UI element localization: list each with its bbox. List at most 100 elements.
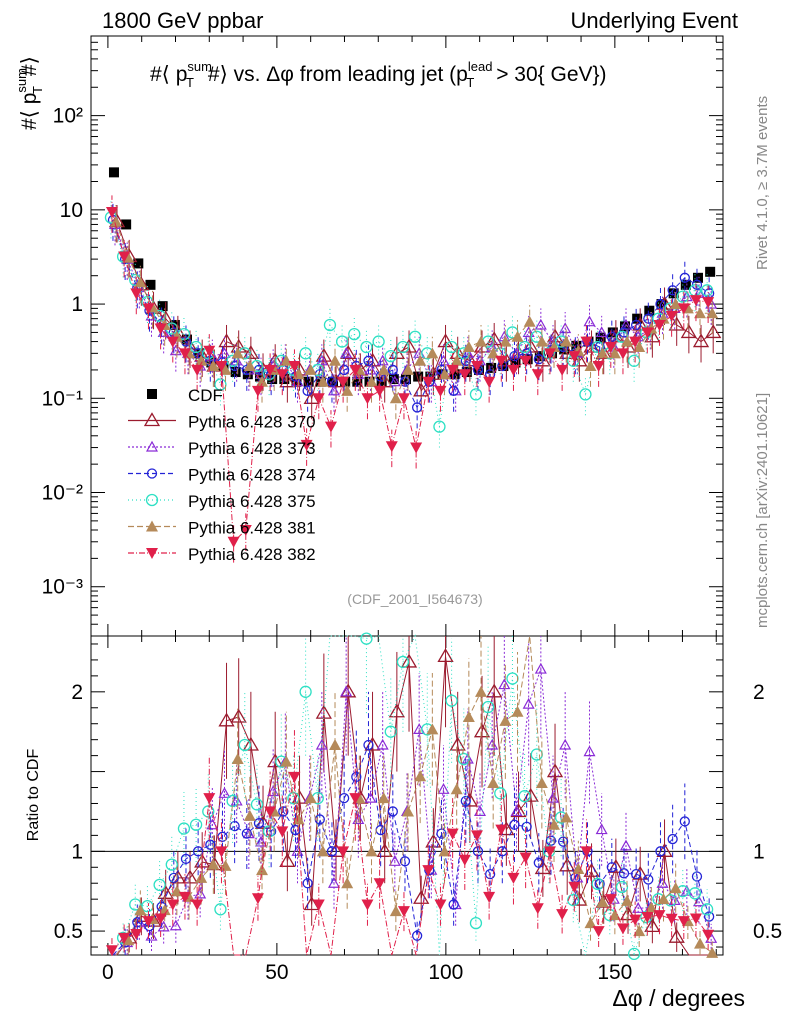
- ratio-point-381-27: [438, 845, 451, 857]
- point-375-18: [323, 318, 337, 332]
- ratio-point-370-43: [632, 865, 649, 880]
- point-381-41: [608, 347, 621, 359]
- point-382-11: [239, 525, 252, 537]
- title-part-a-sup: sum: [187, 59, 212, 74]
- ratio-point-381-31: [487, 776, 500, 788]
- legend-label-374: Pythia 6.428 374: [188, 466, 316, 485]
- point-374-25: [411, 402, 423, 413]
- ratio-point-382-17: [312, 899, 325, 911]
- ratio-point-370-28: [449, 736, 466, 751]
- point-373-19: [340, 347, 353, 358]
- point-375-20: [348, 327, 361, 341]
- series-line-382: [111, 211, 709, 543]
- point-370-49: [705, 324, 722, 339]
- ratio-point-382-34: [519, 852, 532, 864]
- x-axis-label: Δφ / degrees: [612, 985, 745, 1011]
- ratio-point-381-26: [426, 723, 439, 735]
- ratio-point-370-9: [218, 712, 235, 727]
- ratio-point-373-36: [546, 791, 560, 803]
- ratio-point-381-18: [329, 738, 342, 750]
- ratio-point-370-30: [473, 723, 491, 738]
- point-373-37: [559, 322, 572, 334]
- ratio-point-374-12: [253, 818, 265, 829]
- point-374-35: [533, 354, 544, 365]
- ratio-point-375-49: [700, 903, 714, 916]
- ratio-point-375-6: [177, 822, 191, 835]
- ratio-frame: [90, 635, 724, 956]
- point-374-43: [630, 319, 642, 331]
- point-CDF-28: [449, 369, 460, 380]
- ratio-point-370-38: [571, 891, 588, 906]
- point-374-8: [205, 355, 216, 366]
- point-CDF-43: [632, 313, 643, 324]
- point-CDF-5: [169, 319, 180, 330]
- series-381: [115, 205, 713, 956]
- ratio-point-375-35: [530, 748, 543, 761]
- ratio-point-381-21: [365, 845, 378, 857]
- point-381-2: [134, 276, 147, 288]
- ratio-point-381-15: [292, 813, 305, 825]
- legend-label-381: Pythia 6.428 381: [188, 519, 316, 538]
- ratio-point-374-18: [326, 846, 338, 857]
- ratio-tick-label-right: 1: [753, 840, 765, 863]
- legend-label-373: Pythia 6.428 373: [188, 439, 316, 458]
- point-370-19: [340, 345, 357, 359]
- point-381-48: [694, 307, 707, 319]
- point-382-33: [507, 364, 520, 376]
- point-381-16: [304, 363, 317, 375]
- point-382-49: [702, 297, 715, 309]
- ratio-point-382-32: [495, 824, 508, 836]
- ratio-point-382-31: [483, 891, 496, 903]
- ratio-point-381-2: [134, 904, 147, 916]
- ratio-point-382-38: [568, 881, 581, 893]
- point-375-28: [445, 340, 458, 354]
- title-part-b-sub: T: [466, 75, 475, 90]
- ratio-point-373-34: [522, 697, 535, 709]
- point-382-30: [470, 361, 483, 373]
- point-381-22: [377, 363, 390, 375]
- point-382-10: [227, 536, 240, 548]
- ratio-point-370-24: [400, 653, 418, 668]
- ratio-point-375-34: [518, 789, 531, 803]
- point-381-27: [438, 368, 451, 380]
- point-375-21: [360, 340, 373, 354]
- point-381-29: [462, 341, 475, 353]
- point-381-26: [426, 347, 439, 359]
- ratio-point-381-8: [207, 858, 220, 870]
- point-CDF-18: [327, 376, 338, 387]
- ratio-point-370-5: [169, 869, 186, 884]
- point-382-4: [154, 323, 167, 335]
- point-381-25: [414, 354, 427, 366]
- ratio-point-382-3: [142, 916, 155, 928]
- legend-marker-CDF: [147, 389, 157, 399]
- point-CDF-49: [705, 266, 716, 277]
- legend-label-382: Pythia 6.428 382: [188, 545, 316, 564]
- x-tick-label-50: 50: [265, 961, 288, 984]
- point-375-49: [700, 284, 714, 297]
- ratio-point-374-19: [338, 793, 350, 804]
- ratio-point-373-8: [206, 818, 219, 830]
- point-374-33: [509, 351, 520, 362]
- ratio-point-373-30: [473, 805, 487, 817]
- ratio-point-375-38: [567, 893, 580, 907]
- ratio-point-381-24: [402, 805, 415, 817]
- ratio-point-370-12: [254, 814, 272, 829]
- point-381-14: [280, 354, 293, 366]
- point-381-35: [535, 335, 548, 347]
- point-373-39: [583, 315, 596, 327]
- ratio-point-381-14: [280, 755, 293, 767]
- point-382-8: [203, 345, 216, 357]
- ratio-point-382-22: [373, 878, 386, 890]
- ratio-point-381-22: [377, 792, 390, 804]
- ratio-point-374-20: [351, 771, 362, 783]
- ratio-point-373-5: [169, 919, 182, 931]
- point-382-5: [166, 336, 179, 348]
- point-CDF-16: [303, 376, 314, 387]
- point-382-3: [142, 303, 155, 315]
- ratio-point-373-42: [619, 839, 633, 851]
- ratio-point-374-2: [132, 917, 143, 928]
- point-CDF-38: [571, 340, 582, 351]
- point-CDF-8: [206, 357, 217, 368]
- point-375-39: [579, 388, 592, 401]
- ratio-point-381-49: [706, 946, 719, 958]
